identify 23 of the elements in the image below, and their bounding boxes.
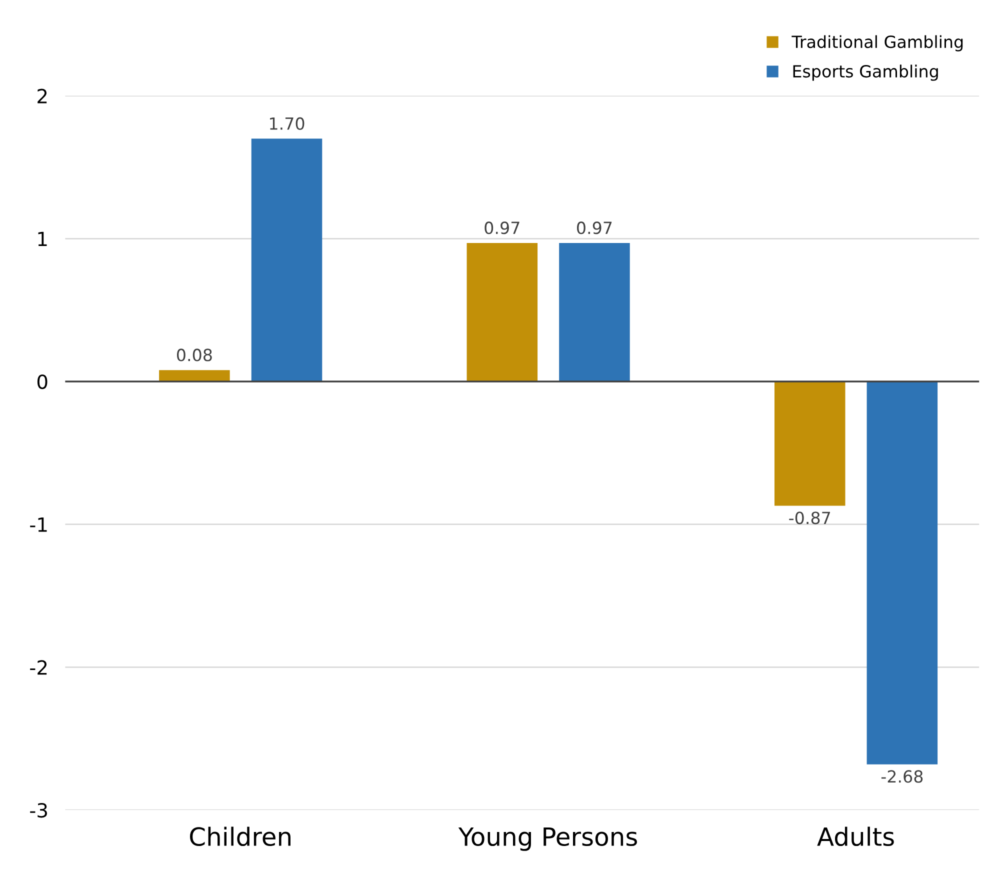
- x-tick-label: Adults: [817, 826, 894, 846]
- bar: [159, 370, 230, 382]
- bar: [466, 242, 538, 382]
- bar: [559, 242, 630, 382]
- y-tick-label: 2: [38, 88, 47, 104]
- data-label: -0.87: [789, 512, 830, 524]
- legend-label: Esports Gambling: [793, 64, 938, 81]
- bar: [251, 138, 322, 382]
- y-tick-label: 0: [37, 374, 48, 390]
- data-label: -2.68: [881, 770, 923, 783]
- data-label: 0.08: [176, 348, 212, 362]
- bar: [774, 382, 846, 506]
- bar: [866, 382, 938, 764]
- y-tick-label: -2: [30, 660, 47, 675]
- y-tick-label: 1: [38, 232, 47, 246]
- x-tick-label: Young Persons: [458, 827, 637, 851]
- x-tick-label: Children: [190, 826, 290, 846]
- data-label: 0.97: [577, 222, 612, 234]
- y-tick-label: -1: [30, 518, 47, 532]
- legend-label: Traditional Gambling: [792, 35, 963, 52]
- y-tick-label: -3: [30, 802, 47, 818]
- data-label: 0.97: [484, 222, 520, 234]
- data-label: 1.70: [270, 117, 304, 130]
